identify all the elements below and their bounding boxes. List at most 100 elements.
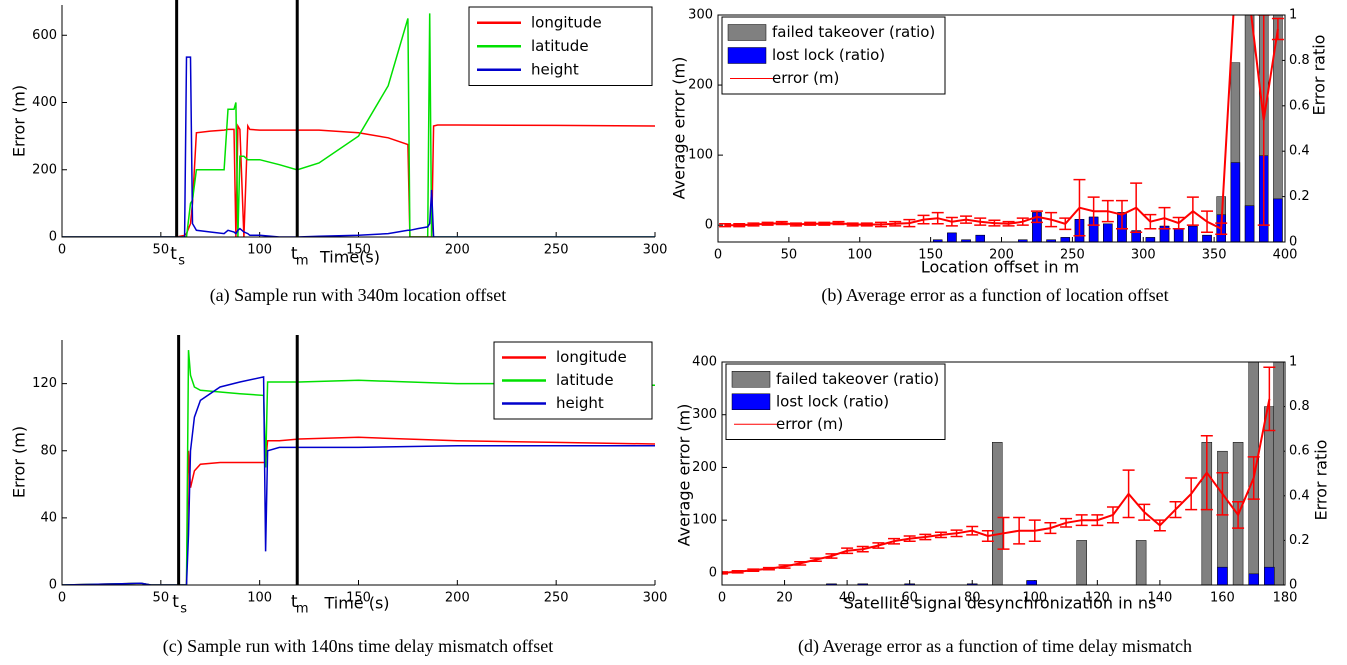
x-tick-label: 300	[1131, 248, 1156, 263]
x-axis-label: Time(s)	[319, 248, 380, 267]
legend-label: height	[531, 60, 579, 78]
data-line	[62, 436, 655, 585]
error-bar	[1169, 500, 1182, 519]
x-tick-label: 400	[1273, 248, 1298, 263]
legend-label: latitude	[556, 371, 614, 389]
y-axis-label: Average error (m)	[675, 404, 694, 547]
error-bar	[832, 220, 845, 226]
error-bar	[875, 221, 888, 228]
error-bar	[733, 223, 746, 228]
bar	[1217, 566, 1228, 585]
caption: (c) Sample run with 140ns time delay mis…	[163, 636, 554, 657]
error-bar	[1106, 506, 1119, 524]
y-tick-label: 400	[32, 95, 57, 110]
error-bar	[1091, 514, 1104, 527]
bar	[1202, 234, 1212, 242]
x-tick-label: 150	[918, 248, 943, 263]
x-tick-label: 160	[1210, 591, 1235, 606]
error-bar	[1075, 514, 1088, 527]
error-bar	[1201, 210, 1214, 233]
bar	[975, 234, 985, 242]
event-label: t	[291, 592, 298, 612]
legend-label: failed takeover (ratio)	[772, 23, 935, 41]
legend-label: lost lock (ratio)	[772, 46, 885, 64]
bar	[1264, 406, 1275, 585]
legend-label: height	[556, 394, 604, 412]
error-bar	[789, 222, 802, 227]
bar	[1248, 573, 1259, 585]
error-bar	[1263, 366, 1276, 432]
y-tick-label: 400	[692, 355, 717, 370]
error-bar	[841, 547, 854, 555]
error-bar	[966, 525, 979, 536]
x-tick-label: 50	[153, 591, 170, 606]
data-line	[62, 56, 655, 237]
error-bar	[1030, 210, 1043, 224]
bar	[1230, 162, 1241, 242]
error-bar	[1101, 199, 1114, 223]
x-tick-label: 350	[1202, 248, 1227, 263]
y-axis-label: Error (m)	[10, 85, 29, 157]
error-bar	[804, 221, 817, 226]
bar	[826, 583, 837, 585]
y2-tick-label: 0.8	[1289, 399, 1310, 414]
bar	[857, 583, 868, 585]
error-bar	[1013, 516, 1026, 545]
error-bar	[919, 533, 932, 541]
error-bar	[1028, 519, 1041, 542]
error-bar	[888, 537, 901, 545]
error-bar	[981, 529, 994, 542]
error-line	[725, 15, 1279, 231]
y2-axis-label: Error ratio	[1310, 35, 1329, 116]
bar	[947, 232, 957, 242]
bar	[1060, 237, 1071, 242]
y-tick-label: 300	[688, 8, 713, 23]
error-bar	[762, 566, 775, 571]
error-bar	[1045, 211, 1058, 228]
x-tick-label: 100	[1022, 591, 1047, 606]
error-bar	[872, 542, 885, 549]
bar	[991, 442, 1003, 585]
error-bar	[818, 221, 831, 226]
error-bar	[917, 214, 930, 225]
x-tick-label: 0	[714, 248, 722, 263]
x-tick-label: 180	[1273, 591, 1298, 606]
x-tick-label: 200	[445, 591, 470, 606]
legend-swatch	[731, 371, 771, 388]
bar	[966, 583, 978, 585]
bar	[1145, 237, 1156, 242]
data-line	[62, 123, 655, 237]
error-bar	[747, 222, 760, 227]
y2-tick-label: 0	[1289, 235, 1297, 250]
error-bar	[988, 219, 1001, 227]
y-tick-label: 120	[32, 376, 57, 391]
legend-label: latitude	[531, 37, 589, 55]
bar	[1244, 15, 1255, 242]
error-bar	[747, 568, 760, 573]
legend-swatch	[727, 24, 767, 41]
y2-tick-label: 0	[1289, 578, 1297, 593]
error-bar	[1215, 222, 1228, 236]
error-bar	[1186, 196, 1199, 226]
y2-tick-label: 0.8	[1289, 53, 1310, 68]
x-tick-label: 120	[1085, 591, 1110, 606]
data-line	[62, 350, 655, 585]
legend-label: failed takeover (ratio)	[776, 370, 939, 388]
error-bar	[809, 557, 822, 563]
y-tick-label: 200	[32, 162, 57, 177]
legend-swatch	[727, 47, 767, 64]
y-tick-label: 100	[688, 148, 713, 163]
error-bar	[903, 218, 916, 228]
event-label-sub: m	[296, 602, 309, 617]
y-tick-label: 100	[692, 513, 717, 528]
x-tick-label: 20	[776, 591, 793, 606]
error-bar	[1257, 15, 1270, 226]
error-bar	[931, 211, 944, 225]
x-tick-label: 60	[901, 591, 918, 606]
y2-axis-label: Error ratio	[1312, 440, 1331, 521]
caption: (a) Sample run with 340m location offset	[210, 285, 507, 306]
error-bar	[1144, 213, 1157, 230]
y-tick-label: 80	[40, 443, 57, 458]
y2-tick-label: 0.2	[1289, 533, 1310, 548]
